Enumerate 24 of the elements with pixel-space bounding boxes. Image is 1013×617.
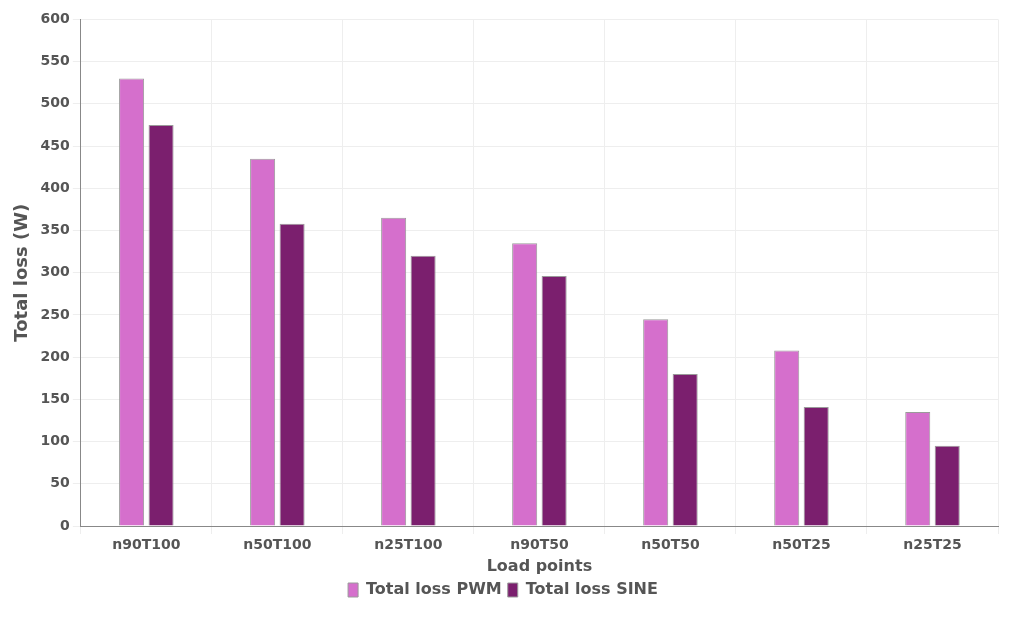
x-axis-title: Load points [486, 555, 593, 575]
x-tick-label: n25T25 [903, 536, 962, 553]
y-tick-label: 50 [50, 474, 71, 491]
y-tick-label: 0 [60, 516, 71, 533]
y-tick-label: 400 [40, 178, 71, 195]
y-tick-label: 350 [40, 221, 71, 238]
y-tick-label: 100 [40, 432, 71, 449]
x-tick-label: n90T50 [510, 536, 569, 553]
y-tick-label: 600 [40, 10, 71, 27]
legend-label: Total loss SINE [525, 579, 658, 599]
x-tick-label: n50T25 [772, 536, 831, 553]
y-tick-label: 300 [40, 263, 71, 280]
x-tick-label: n25T100 [374, 536, 443, 553]
y-tick-label: 250 [40, 305, 71, 322]
y-tick-label: 550 [40, 52, 71, 69]
y-tick-label: 200 [40, 347, 71, 364]
legend-label: Total loss PWM [366, 579, 502, 599]
y-axis-title: Total loss (W) [10, 203, 32, 342]
x-tick-label: n50T50 [641, 536, 700, 553]
y-tick-label: 500 [40, 94, 71, 111]
x-tick-label: n50T100 [243, 536, 312, 553]
y-tick-label: 150 [40, 389, 71, 406]
y-tick-label: 450 [40, 136, 71, 153]
x-tick-label: n90T100 [112, 536, 181, 553]
